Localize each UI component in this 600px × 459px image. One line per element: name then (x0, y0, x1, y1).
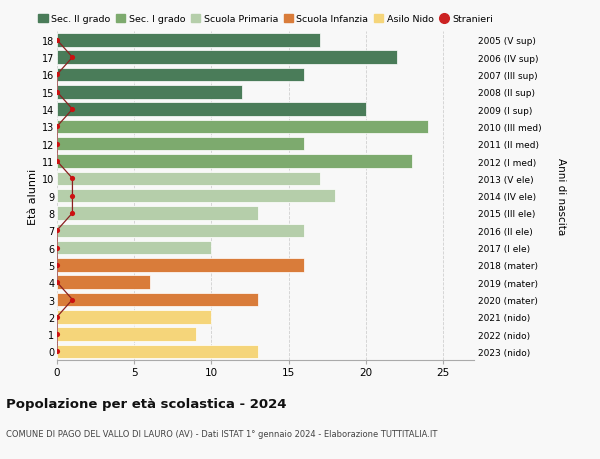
Bar (57, 276, 149, 289)
Bar (57, 328, 196, 341)
Bar (57, 241, 211, 255)
Point (52, 262, 62, 269)
Bar (57, 310, 211, 324)
Point (68, 175, 77, 183)
Bar (57, 68, 304, 82)
Bar (57, 293, 258, 307)
Point (68, 193, 77, 200)
Bar (57, 138, 304, 151)
Point (68, 296, 77, 303)
Point (52, 158, 62, 165)
Point (52, 331, 62, 338)
Bar (57, 103, 366, 117)
Bar (57, 345, 258, 358)
Point (52, 279, 62, 286)
Y-axis label: Anni di nascita: Anni di nascita (556, 158, 566, 235)
Point (68, 210, 77, 217)
Point (68, 54, 77, 62)
Bar (57, 258, 304, 272)
Point (52, 72, 62, 79)
Point (52, 348, 62, 355)
Bar (57, 51, 397, 65)
Text: COMUNE DI PAGO DEL VALLO DI LAURO (AV) - Dati ISTAT 1° gennaio 2024 - Elaborazio: COMUNE DI PAGO DEL VALLO DI LAURO (AV) -… (6, 429, 437, 438)
Bar (57, 190, 335, 203)
Bar (57, 86, 242, 99)
Bar (57, 120, 428, 134)
Bar (57, 155, 412, 168)
Point (52, 141, 62, 148)
Bar (57, 224, 304, 237)
Point (52, 89, 62, 96)
Point (52, 313, 62, 321)
Point (52, 123, 62, 131)
Y-axis label: Età alunni: Età alunni (28, 168, 38, 224)
Bar (57, 172, 320, 186)
Point (52, 227, 62, 235)
Text: Popolazione per età scolastica - 2024: Popolazione per età scolastica - 2024 (6, 397, 287, 410)
Point (68, 106, 77, 113)
Point (52, 37, 62, 45)
Point (52, 244, 62, 252)
Bar (57, 207, 258, 220)
Legend: Sec. II grado, Sec. I grado, Scuola Primaria, Scuola Infanzia, Asilo Nido, Stran: Sec. II grado, Sec. I grado, Scuola Prim… (38, 15, 493, 24)
Bar (57, 34, 320, 47)
